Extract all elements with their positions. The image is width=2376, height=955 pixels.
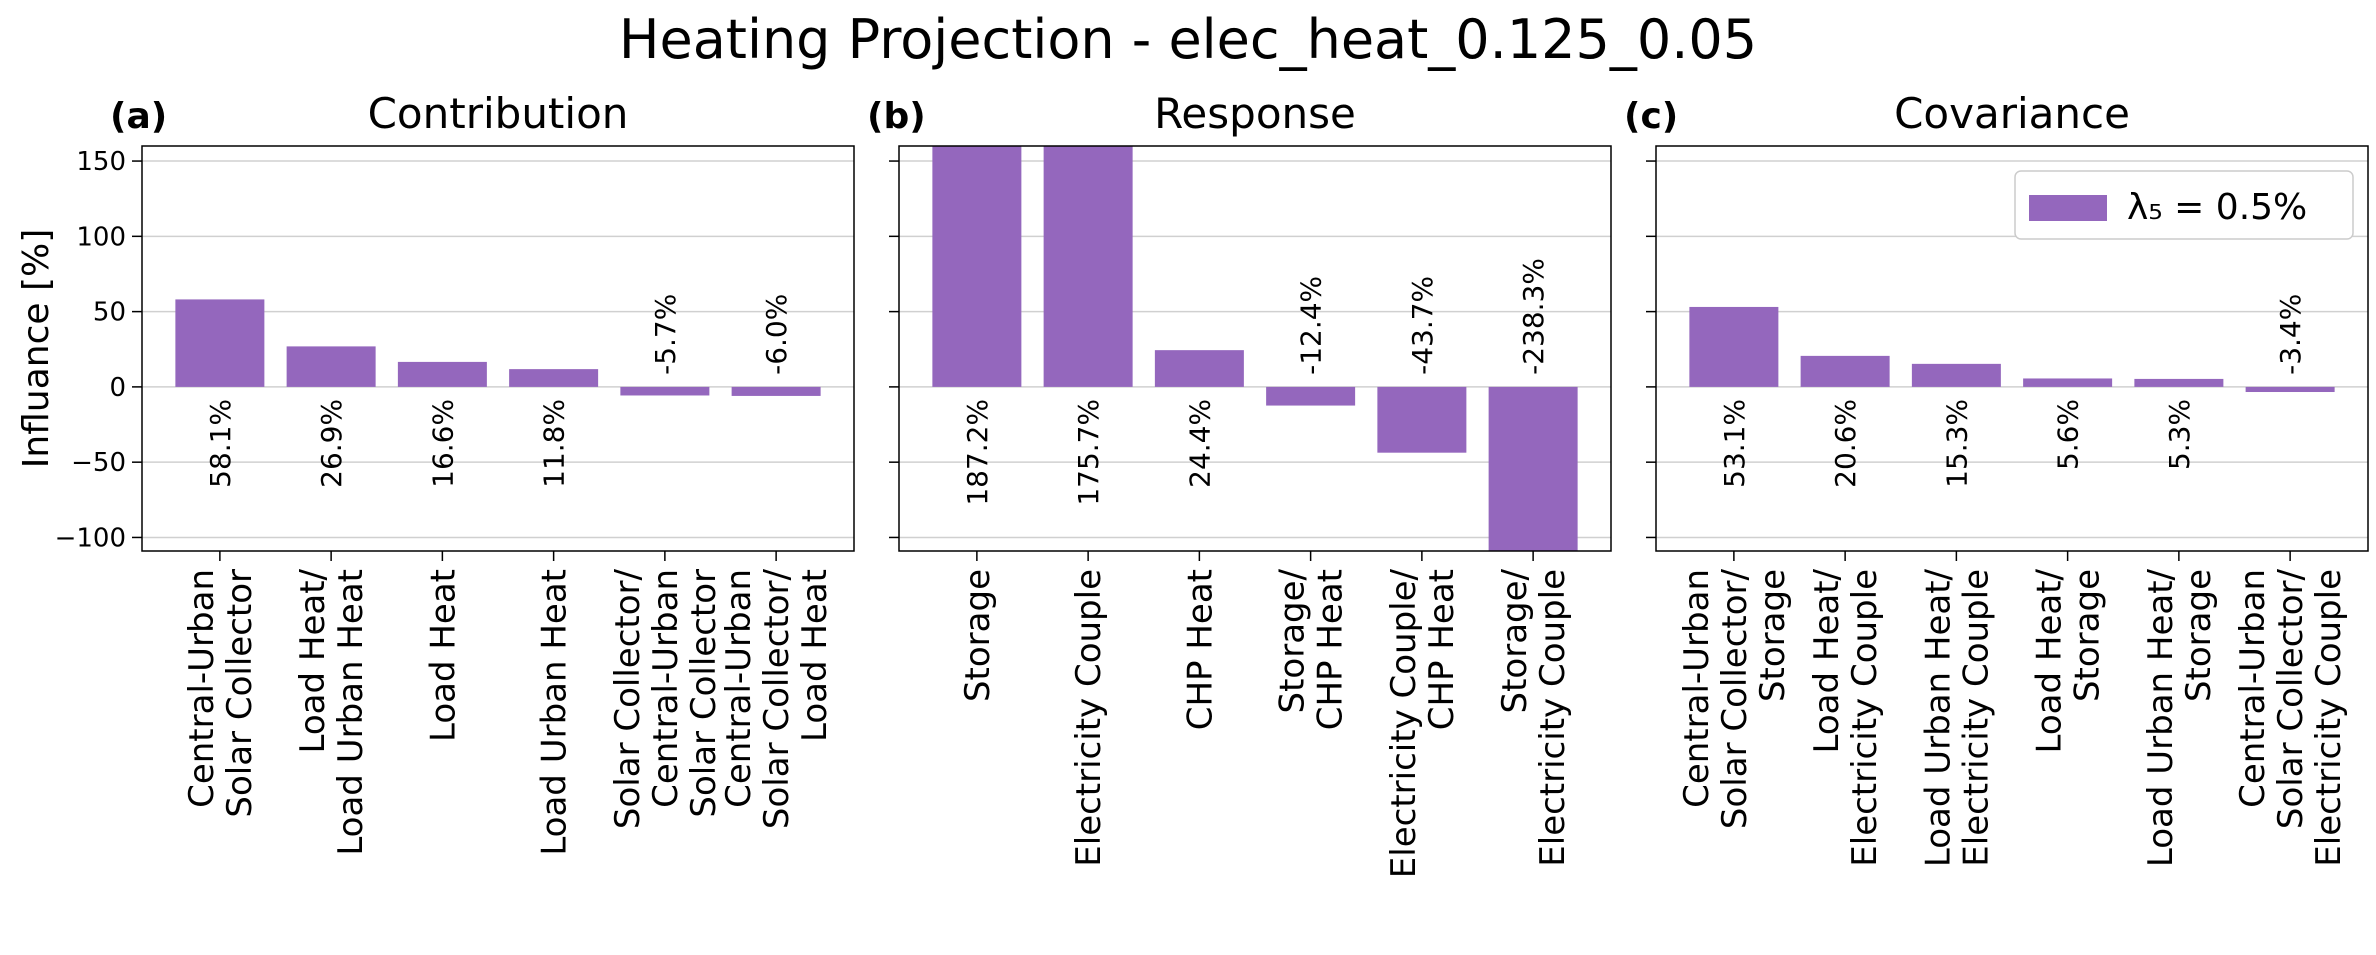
y-tick-label: −50 [71,448,126,478]
subplot-title: Covariance [1894,89,2130,138]
x-tick-label: Central-UrbanSolar Collector [182,569,260,818]
y-tick-label: 100 [76,222,126,252]
x-tick-label: Electricity Couple/CHP Heat [1384,568,1462,878]
bar [2245,386,2335,393]
x-tick-label: CHP Heat [1180,569,1220,730]
value-label: 187.2% [961,399,994,506]
bar [932,146,1022,387]
y-tick-label: 0 [109,373,126,403]
x-tick-label: Load Heat/Electricity Couple [1807,568,1885,866]
bar [731,386,821,396]
y-axis-label: Influance [%] [16,229,57,468]
axes-frame [141,145,855,552]
y-tick-label: −100 [55,523,126,553]
bar [2134,378,2224,387]
bar [286,346,376,387]
value-label: 20.6% [1829,399,1862,488]
panel-label: (c) [1624,96,1678,137]
value-label: 26.9% [315,399,348,488]
value-label: 175.7% [1072,399,1105,506]
value-label: -43.7% [1406,276,1439,375]
value-label: -3.4% [2274,294,2307,375]
bar [1911,363,2001,387]
bar [1266,386,1356,406]
subplot-title: Contribution [368,89,629,138]
legend-swatch [2029,195,2107,221]
bar [1800,355,1890,387]
x-tick-label: Load Heat/Storage [2030,568,2108,753]
value-label: 24.4% [1183,399,1216,488]
y-tick-label: 50 [93,298,126,328]
bar [1377,386,1467,453]
value-label: 53.1% [1718,399,1751,488]
axes-frame [898,145,1612,552]
x-tick-label: Solar Collector/Central-UrbanSolar Colle… [608,568,724,829]
panel-label: (a) [110,96,167,137]
bar [175,299,265,387]
value-label: -238.3% [1517,258,1550,375]
bar [2023,378,2113,387]
subplot-title: Response [1154,89,1356,138]
x-tick-label: Central-UrbanSolar Collector/Storage [1677,568,1793,829]
x-tick-label: Storage/Electricity Couple [1495,568,1573,866]
value-label: 11.8% [538,399,571,488]
x-tick-label: Storage [958,569,998,702]
value-label: -6.0% [760,294,793,375]
x-tick-label: Load Urban Heat/Electricity Couple [1918,568,1996,867]
x-tick-label: Load Urban Heat [535,569,575,856]
bar [1488,386,1578,551]
x-tick-label: Load Urban Heat/Storage [2141,568,2219,867]
value-label: -5.7% [649,294,682,375]
bar [509,369,599,387]
bar [1689,306,1779,387]
bar [1043,146,1133,387]
bar [397,361,487,387]
value-label: 15.3% [1940,399,1973,488]
value-label: 58.1% [204,399,237,488]
x-tick-label: Load Heat/Load Urban Heat [293,568,371,855]
value-label: 5.3% [2163,399,2196,470]
bar [620,386,710,396]
axes-frame [1655,145,2369,552]
y-tick-label: 150 [76,147,126,177]
legend-label: λ₅ = 0.5% [2127,187,2307,228]
x-tick-label: Central-UrbanSolar Collector/Electricity… [2233,568,2349,866]
figure-title: Heating Projection - elec_heat_0.125_0.0… [619,8,1757,71]
bar [1154,350,1244,387]
value-label: -12.4% [1295,276,1328,375]
value-label: 5.6% [2052,399,2085,470]
legend-box [2014,170,2354,240]
panel-label: (b) [867,96,926,137]
x-tick-label: Central-UrbanSolar Collector/Load Heat [719,568,835,829]
value-label: 16.6% [426,399,459,488]
x-tick-label: Electricity Couple [1069,569,1109,867]
x-tick-label: Storage/CHP Heat [1273,568,1351,730]
x-tick-label: Load Heat [423,569,463,742]
